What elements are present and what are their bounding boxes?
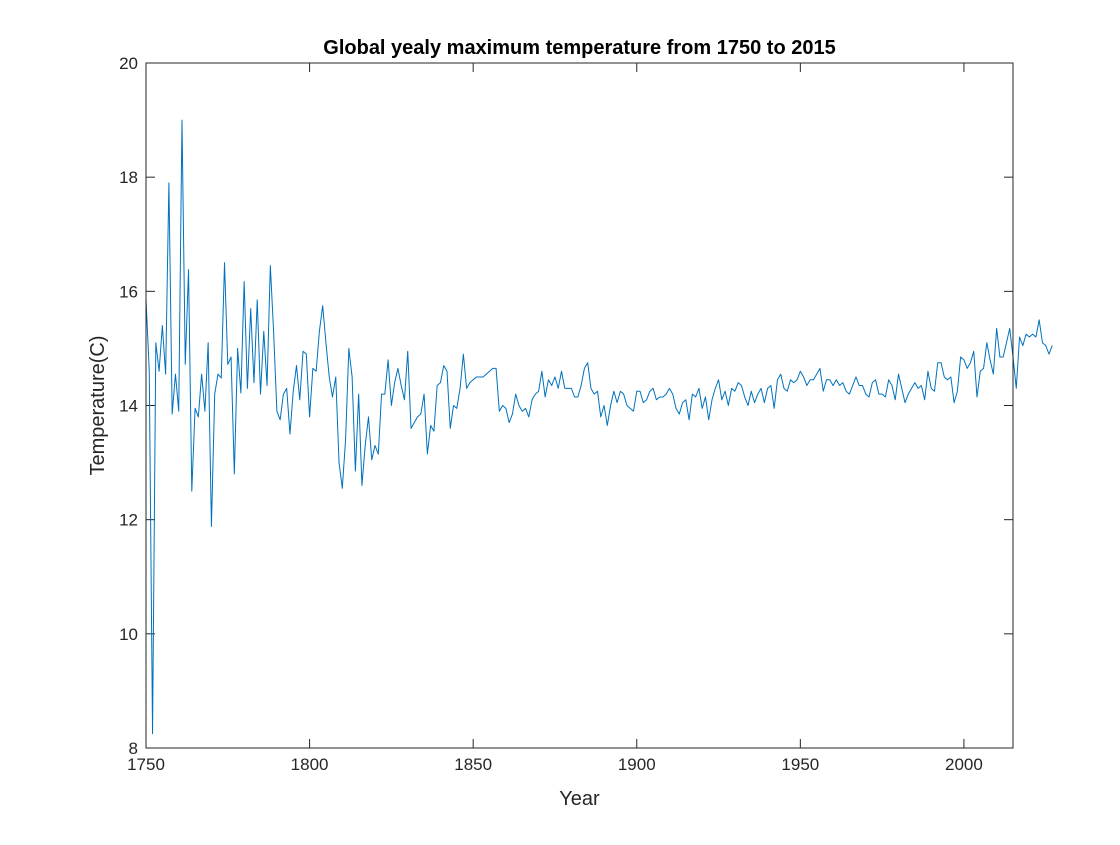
series-layer xyxy=(145,119,1053,735)
chart-title: Global yealy maximum temperature from 17… xyxy=(323,37,835,59)
y-tick-label: 18 xyxy=(119,168,138,187)
x-tick-label: 1900 xyxy=(618,755,656,774)
y-axis-label: Temperature(C) xyxy=(87,335,109,475)
x-tick-label: 2000 xyxy=(945,755,983,774)
x-axis-label: Year xyxy=(559,788,600,810)
y-tick-label: 8 xyxy=(129,739,138,758)
x-tick-label: 1800 xyxy=(291,755,329,774)
y-axis-ticks: 8 10 12 14 16 18 20 xyxy=(119,54,1013,758)
y-tick-label: 12 xyxy=(119,511,138,530)
x-tick-label: 1750 xyxy=(127,755,165,774)
y-tick-label: 16 xyxy=(119,282,138,301)
y-tick-label: 10 xyxy=(119,625,138,644)
plot-area xyxy=(146,63,1013,748)
series-line-0 xyxy=(145,119,1053,735)
y-tick-label: 14 xyxy=(119,397,138,416)
x-tick-label: 1950 xyxy=(781,755,819,774)
y-tick-label: 20 xyxy=(119,54,138,73)
x-tick-label: 1850 xyxy=(454,755,492,774)
x-axis-ticks: 1750 1800 1850 1900 1950 2000 xyxy=(127,63,983,774)
axes-box xyxy=(145,62,1014,749)
